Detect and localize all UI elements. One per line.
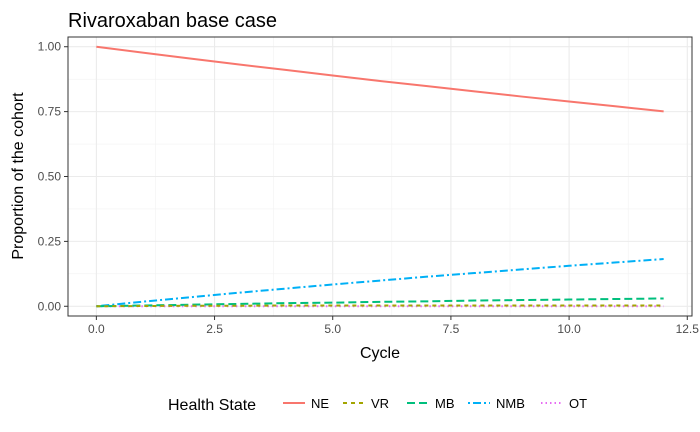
series-line-mb <box>96 297 664 308</box>
y-tick-label: 0.50 <box>38 170 62 184</box>
legend-item-nmb: NMB <box>468 396 525 411</box>
series-line-nmb <box>96 258 664 308</box>
legend-item-vr: VR <box>343 396 389 411</box>
legend-label: NE <box>311 396 329 411</box>
x-tick-label: 10.0 <box>557 322 581 336</box>
legend-title: Health State <box>168 397 256 414</box>
y-tick-label: 0.25 <box>38 234 62 248</box>
x-tick-label: 5.0 <box>324 322 341 336</box>
x-axis: 0.0 2.5 5.0 7.5 10.0 12.5 <box>88 316 699 336</box>
series-line-ne <box>96 45 664 113</box>
series-line-vr <box>96 304 664 308</box>
y-axis: 0.00 0.25 0.50 0.75 1.00 <box>38 40 68 313</box>
y-tick-label: 0.00 <box>38 299 62 313</box>
y-axis-label: Proportion of the cohort <box>10 92 27 260</box>
x-tick-label: 7.5 <box>443 322 460 336</box>
series-layer <box>96 45 664 308</box>
legend-label: VR <box>371 396 389 411</box>
legend-item-ne: NE <box>283 396 329 411</box>
chart-title: Rivaroxaban base case <box>68 10 277 32</box>
x-axis-label: Cycle <box>360 345 400 362</box>
legend-label: MB <box>435 396 455 411</box>
x-tick-label: 12.5 <box>676 322 700 336</box>
legend-label: NMB <box>496 396 525 411</box>
y-tick-label: 1.00 <box>38 40 62 54</box>
legend-label: OT <box>569 396 587 411</box>
legend-item-mb: MB <box>407 396 455 411</box>
x-tick-label: 0.0 <box>88 322 105 336</box>
plot-panel <box>67 36 693 317</box>
legend-item-ot: OT <box>541 396 587 411</box>
y-tick-label: 0.75 <box>38 105 62 119</box>
legend: Health State NE VR MB NMB OT <box>168 396 587 414</box>
x-tick-label: 2.5 <box>206 322 223 336</box>
